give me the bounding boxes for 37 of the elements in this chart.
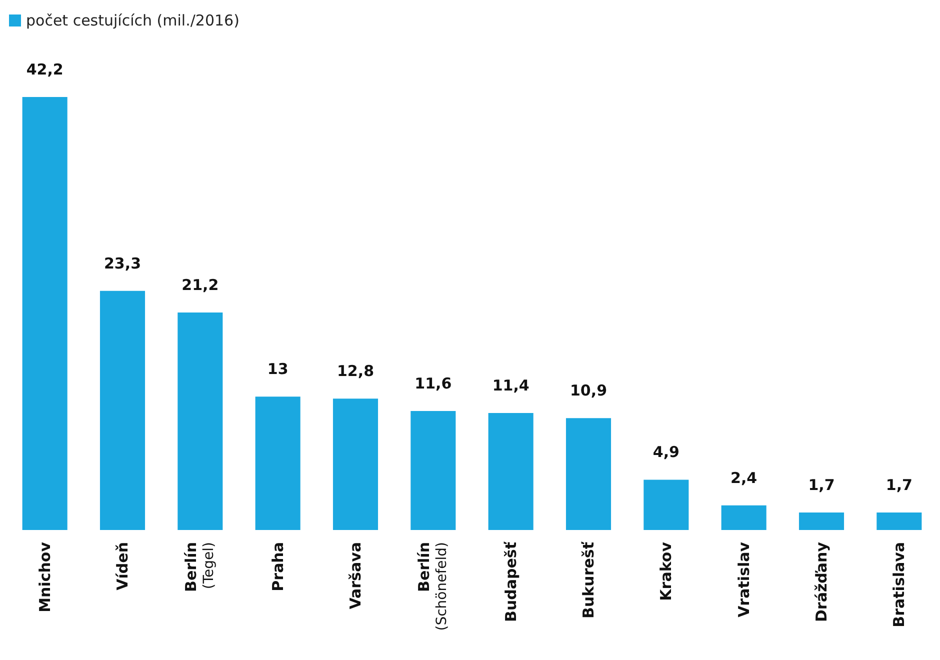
bar <box>566 418 612 530</box>
data-label: 10,9 <box>570 382 608 400</box>
x-tick-label: Drážďany <box>812 542 830 622</box>
x-tick-label: Berlín (Schönefeld) <box>415 542 450 631</box>
x-tick-label: Krakov <box>657 542 676 601</box>
x-tick-label: Varšava <box>346 542 364 610</box>
bar <box>876 512 922 530</box>
x-tick-label: Bratislava <box>890 542 908 628</box>
x-tick-label: Mnichov <box>36 542 54 612</box>
bar <box>255 396 300 530</box>
data-label: 1,7 <box>886 476 912 494</box>
x-tick-label: Budapešť <box>502 541 520 622</box>
data-label: 1,7 <box>808 476 835 494</box>
data-label: 21,2 <box>182 276 219 294</box>
bar <box>488 413 534 530</box>
bar <box>100 290 146 530</box>
data-label: 2,4 <box>730 468 758 487</box>
bar <box>178 312 223 530</box>
x-tick-label: Bukurešť <box>580 541 598 618</box>
data-label: 42,2 <box>26 60 64 78</box>
data-label: 4,9 <box>652 443 680 462</box>
bar <box>721 505 766 530</box>
data-label: 13 <box>267 360 288 378</box>
x-tick-label: Praha <box>268 542 287 592</box>
data-label: 12,8 <box>336 362 374 380</box>
bar <box>410 410 456 530</box>
data-label: 23,3 <box>104 254 142 272</box>
bar <box>22 97 68 530</box>
legend-label: počet cestujících (mil./2016) <box>26 12 240 30</box>
bar <box>332 398 378 530</box>
data-label: 11,6 <box>414 374 452 392</box>
x-tick-label: Berlín (Tegel) <box>182 542 218 592</box>
x-tick-label: Vratislav <box>734 542 753 618</box>
x-tick-label: Vídeň <box>114 542 132 590</box>
bar <box>798 512 844 530</box>
data-label: 11,4 <box>492 376 530 395</box>
bar <box>644 480 689 530</box>
